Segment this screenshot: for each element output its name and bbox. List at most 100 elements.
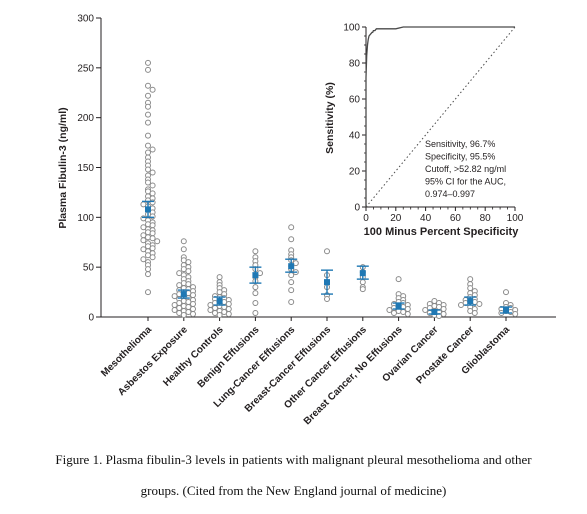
main-y-axis-label: Plasma Fibulin-3 (ng/ml)	[57, 107, 69, 228]
data-point	[458, 302, 464, 309]
data-point	[149, 86, 156, 93]
data-point	[145, 149, 151, 156]
data-point	[207, 307, 214, 314]
data-point	[252, 248, 259, 255]
data-point	[145, 66, 151, 73]
data-point	[288, 272, 295, 279]
data-point	[503, 289, 509, 296]
data-point	[145, 82, 151, 89]
mean-marker	[467, 298, 474, 305]
roc-x-tick-label: 40	[420, 213, 432, 224]
roc-y-tick-label: 0	[354, 203, 360, 214]
roc-curve	[365, 26, 515, 207]
data-point	[467, 276, 474, 283]
mean-marker	[145, 206, 151, 213]
roc-annotation: Sensitivity, 96.7% Specificity, 95.5% Cuto…	[425, 139, 506, 199]
figure-caption: Figure 1. Plasma fibulin-3 levels in pat…	[0, 444, 587, 506]
data-point	[190, 311, 196, 318]
caption-line-2: groups. (Cited from the New England jour…	[140, 483, 447, 498]
data-point	[216, 274, 223, 281]
data-point	[149, 199, 156, 206]
roc-annotation-line: Specificity, 95.5%	[425, 152, 495, 162]
mean-marker	[324, 279, 330, 286]
data-point	[145, 179, 151, 186]
data-point	[145, 266, 151, 273]
data-point	[359, 286, 366, 293]
data-point	[288, 287, 295, 294]
data-point	[185, 268, 192, 275]
data-point	[190, 306, 196, 313]
roc-x-tick-label: 60	[450, 213, 462, 224]
data-point	[512, 311, 519, 318]
data-point	[145, 166, 151, 173]
data-point	[154, 238, 161, 245]
data-point	[324, 248, 330, 255]
roc-annotation-line: 0.974–0.997	[425, 189, 475, 199]
roc-inset-chart: 0 20 40 60 80 100 0 20 40 60 80 100 Sensitivity (%)…	[324, 23, 524, 239]
data-point	[171, 293, 178, 300]
data-point	[176, 282, 183, 289]
data-point	[391, 310, 397, 317]
data-point	[145, 92, 151, 99]
main-y-tick-label: 200	[77, 113, 94, 124]
roc-y-tick-label: 80	[349, 59, 361, 70]
data-point	[467, 285, 474, 292]
main-y-tick-label: 300	[77, 14, 94, 25]
roc-annotation-line: 95% CI for the AUC,	[425, 177, 506, 187]
data-point	[404, 306, 411, 313]
roc-x-tick-label: 0	[363, 213, 369, 224]
data-point	[145, 132, 151, 139]
data-point	[145, 289, 151, 296]
data-point	[190, 301, 196, 308]
main-x-tick-label: Benign Effusions	[196, 324, 262, 390]
mean-marker	[288, 263, 295, 270]
data-point	[145, 103, 151, 110]
data-point	[185, 281, 192, 288]
mean-marker	[503, 307, 509, 314]
data-point	[145, 111, 151, 118]
data-point	[386, 307, 393, 314]
roc-annotation-line: Cutoff, >52.82 ng/ml	[425, 164, 506, 174]
data-point	[149, 146, 156, 153]
mean-marker	[431, 309, 438, 316]
roc-y-tick-label: 40	[349, 131, 361, 142]
data-point	[395, 276, 402, 283]
roc-curves	[365, 26, 516, 208]
mean-marker	[395, 303, 402, 310]
data-point	[149, 182, 156, 189]
roc-x-tick-label: 80	[480, 213, 492, 224]
data-point	[145, 119, 151, 126]
mean-marker	[216, 298, 223, 305]
data-point	[288, 236, 295, 243]
roc-x-tick-label: 20	[390, 213, 402, 224]
main-x-tick-label: Asbestos Exposure	[116, 324, 190, 398]
data-point	[145, 59, 151, 66]
mean-marker	[359, 270, 366, 277]
data-point	[252, 290, 259, 297]
main-x-tick-label: Healthy Controls	[161, 324, 226, 389]
data-point	[422, 307, 429, 314]
data-point	[440, 306, 447, 313]
data-point	[252, 284, 259, 291]
roc-y-tick-label: 20	[349, 167, 361, 178]
main-y-tick-label: 250	[77, 63, 94, 74]
data-point	[149, 213, 156, 220]
data-point	[359, 279, 366, 286]
data-point	[149, 235, 156, 242]
data-point	[207, 302, 214, 309]
data-point	[324, 296, 330, 303]
roc-x-axis-label: 100 Minus Percent Specificity	[364, 226, 520, 238]
data-point	[288, 299, 295, 306]
data-point	[225, 311, 232, 318]
data-point	[149, 245, 156, 252]
roc-x-tick-label: 100	[507, 213, 524, 224]
data-point	[149, 230, 156, 237]
main-y-tick-label: 150	[77, 163, 94, 174]
data-point	[180, 246, 187, 253]
data-point	[288, 279, 295, 286]
data-point	[149, 169, 156, 176]
main-y-tick-label: 0	[88, 313, 94, 324]
data-point	[171, 302, 178, 309]
caption-line-1: Figure 1. Plasma fibulin-3 levels in pat…	[55, 452, 532, 467]
